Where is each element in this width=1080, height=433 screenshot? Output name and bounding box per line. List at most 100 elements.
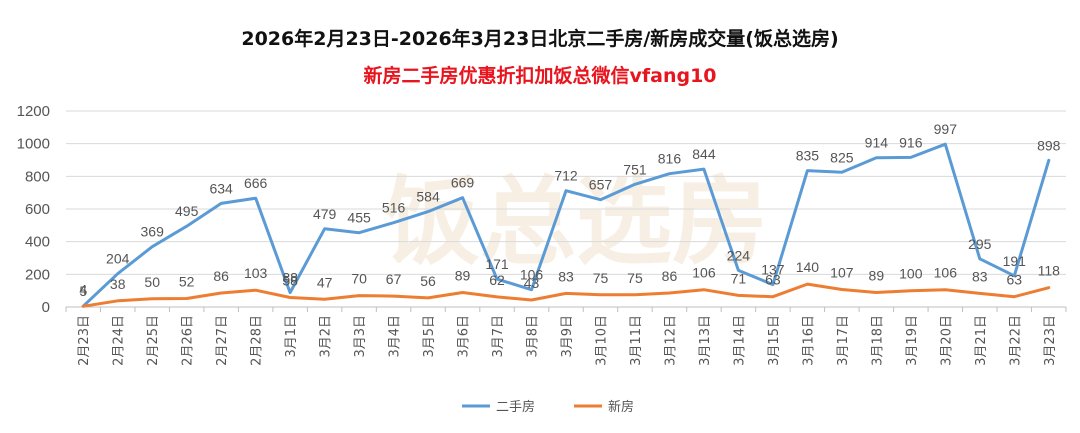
data-label: 495 (175, 203, 199, 219)
data-label: 171 (485, 256, 509, 272)
x-tick-label: 3月4日 (388, 315, 403, 358)
data-label: 58 (282, 273, 298, 289)
series-line-new (81, 282, 1051, 308)
x-tick-label: 3月23日 (1043, 315, 1058, 366)
x-tick-label: 3月22日 (1008, 315, 1023, 366)
x-tick-label: 3月19日 (905, 315, 920, 366)
x-tick-label: 3月8日 (526, 315, 541, 358)
data-label: 62 (489, 272, 505, 288)
data-label: 86 (662, 268, 678, 284)
data-label: 657 (589, 177, 613, 193)
data-label: 56 (420, 273, 436, 289)
data-label: 106 (692, 265, 716, 281)
x-tick-label: 3月21日 (974, 315, 989, 366)
data-label: 5 (79, 283, 87, 299)
data-label: 50 (144, 274, 160, 290)
data-label: 107 (830, 265, 854, 281)
data-label: 844 (692, 146, 716, 162)
x-tick-label: 3月18日 (870, 315, 885, 366)
data-label: 835 (796, 148, 820, 164)
watermark-logo: 饭总选房 (384, 166, 768, 278)
x-tick-label: 2月28日 (250, 315, 265, 366)
data-label: 75 (627, 270, 643, 286)
data-label: 666 (244, 175, 268, 191)
x-tick-label: 3月2日 (319, 315, 334, 358)
x-tick-label: 2月23日 (77, 315, 92, 366)
data-label: 916 (899, 134, 923, 150)
data-label: 224 (727, 247, 751, 263)
data-label: 47 (317, 274, 333, 290)
data-label: 88 (282, 270, 298, 286)
x-tick-label: 2月26日 (181, 315, 196, 366)
x-tick-label: 3月1日 (284, 315, 299, 358)
data-label: 86 (213, 268, 229, 284)
y-tick-label: 1000 (17, 136, 50, 153)
x-tick-label: 3月11日 (629, 315, 644, 366)
x-tick-label: 3月10日 (594, 315, 609, 366)
y-tick-label: 600 (25, 201, 50, 218)
x-tick-label: 2月27日 (215, 315, 230, 366)
data-label: 106 (520, 267, 544, 283)
data-label: 83 (972, 268, 988, 284)
data-label: 137 (761, 262, 785, 278)
y-tick-label: 400 (25, 234, 50, 251)
x-tick-label: 3月17日 (836, 315, 851, 366)
x-tick-label: 2月25日 (146, 315, 161, 366)
x-tick-label: 3月9日 (560, 315, 575, 358)
x-tick-label: 2月24日 (112, 315, 127, 366)
legend-label: 二手房 (496, 399, 535, 415)
series-line-resale (81, 142, 1051, 308)
y-tick-label: 800 (25, 168, 50, 185)
data-label: 191 (1003, 253, 1027, 269)
x-tick-label: 3月12日 (663, 315, 678, 366)
data-label: 67 (386, 271, 402, 287)
data-label: 516 (382, 200, 406, 216)
data-label: 825 (830, 149, 854, 165)
data-label: 75 (593, 270, 609, 286)
data-label: 83 (558, 268, 574, 284)
x-tick-label: 3月6日 (457, 315, 472, 358)
data-label: 455 (347, 210, 371, 226)
data-label: 997 (934, 121, 958, 137)
data-label: 479 (313, 206, 337, 222)
data-label: 140 (796, 259, 820, 275)
chart-subtitle: 新房二手房优惠折扣加饭总微信vfang10 (363, 65, 717, 87)
legend-label: 新房 (608, 399, 634, 415)
data-label: 898 (1037, 137, 1061, 153)
data-label: 63 (1006, 272, 1022, 288)
data-label: 100 (899, 266, 923, 282)
data-label: 106 (934, 265, 958, 281)
x-tick-label: 3月13日 (698, 315, 713, 366)
data-label: 712 (554, 168, 578, 184)
data-label: 816 (658, 151, 682, 167)
y-tick-label: 1200 (17, 103, 50, 120)
data-label: 369 (141, 224, 165, 240)
x-tick-label: 3月3日 (353, 315, 368, 358)
data-label: 89 (869, 267, 885, 283)
data-label: 70 (351, 271, 367, 287)
data-label: 914 (865, 135, 889, 151)
data-label: 52 (179, 274, 195, 290)
data-label: 204 (106, 251, 130, 267)
data-label: 669 (451, 175, 475, 191)
data-label: 584 (416, 189, 440, 205)
x-tick-label: 3月15日 (767, 315, 782, 366)
x-tick-label: 3月7日 (491, 315, 506, 358)
data-label: 751 (623, 161, 647, 177)
data-label: 38 (110, 276, 126, 292)
data-label: 295 (968, 236, 992, 252)
data-label: 634 (209, 180, 233, 196)
y-tick-label: 200 (25, 266, 50, 283)
data-label: 71 (731, 270, 747, 286)
data-label: 43 (524, 275, 540, 291)
data-label: 118 (1038, 263, 1061, 279)
data-label: 103 (244, 265, 268, 281)
y-tick-label: 0 (42, 299, 50, 316)
chart-title: 2026年2月23日-2026年3月23日北京二手房/新房成交量(饭总选房) (241, 28, 839, 50)
x-tick-label: 3月14日 (732, 315, 747, 366)
x-tick-label: 3月16日 (801, 315, 816, 366)
x-tick-label: 3月5日 (422, 315, 437, 358)
x-tick-label: 3月20日 (939, 315, 954, 366)
